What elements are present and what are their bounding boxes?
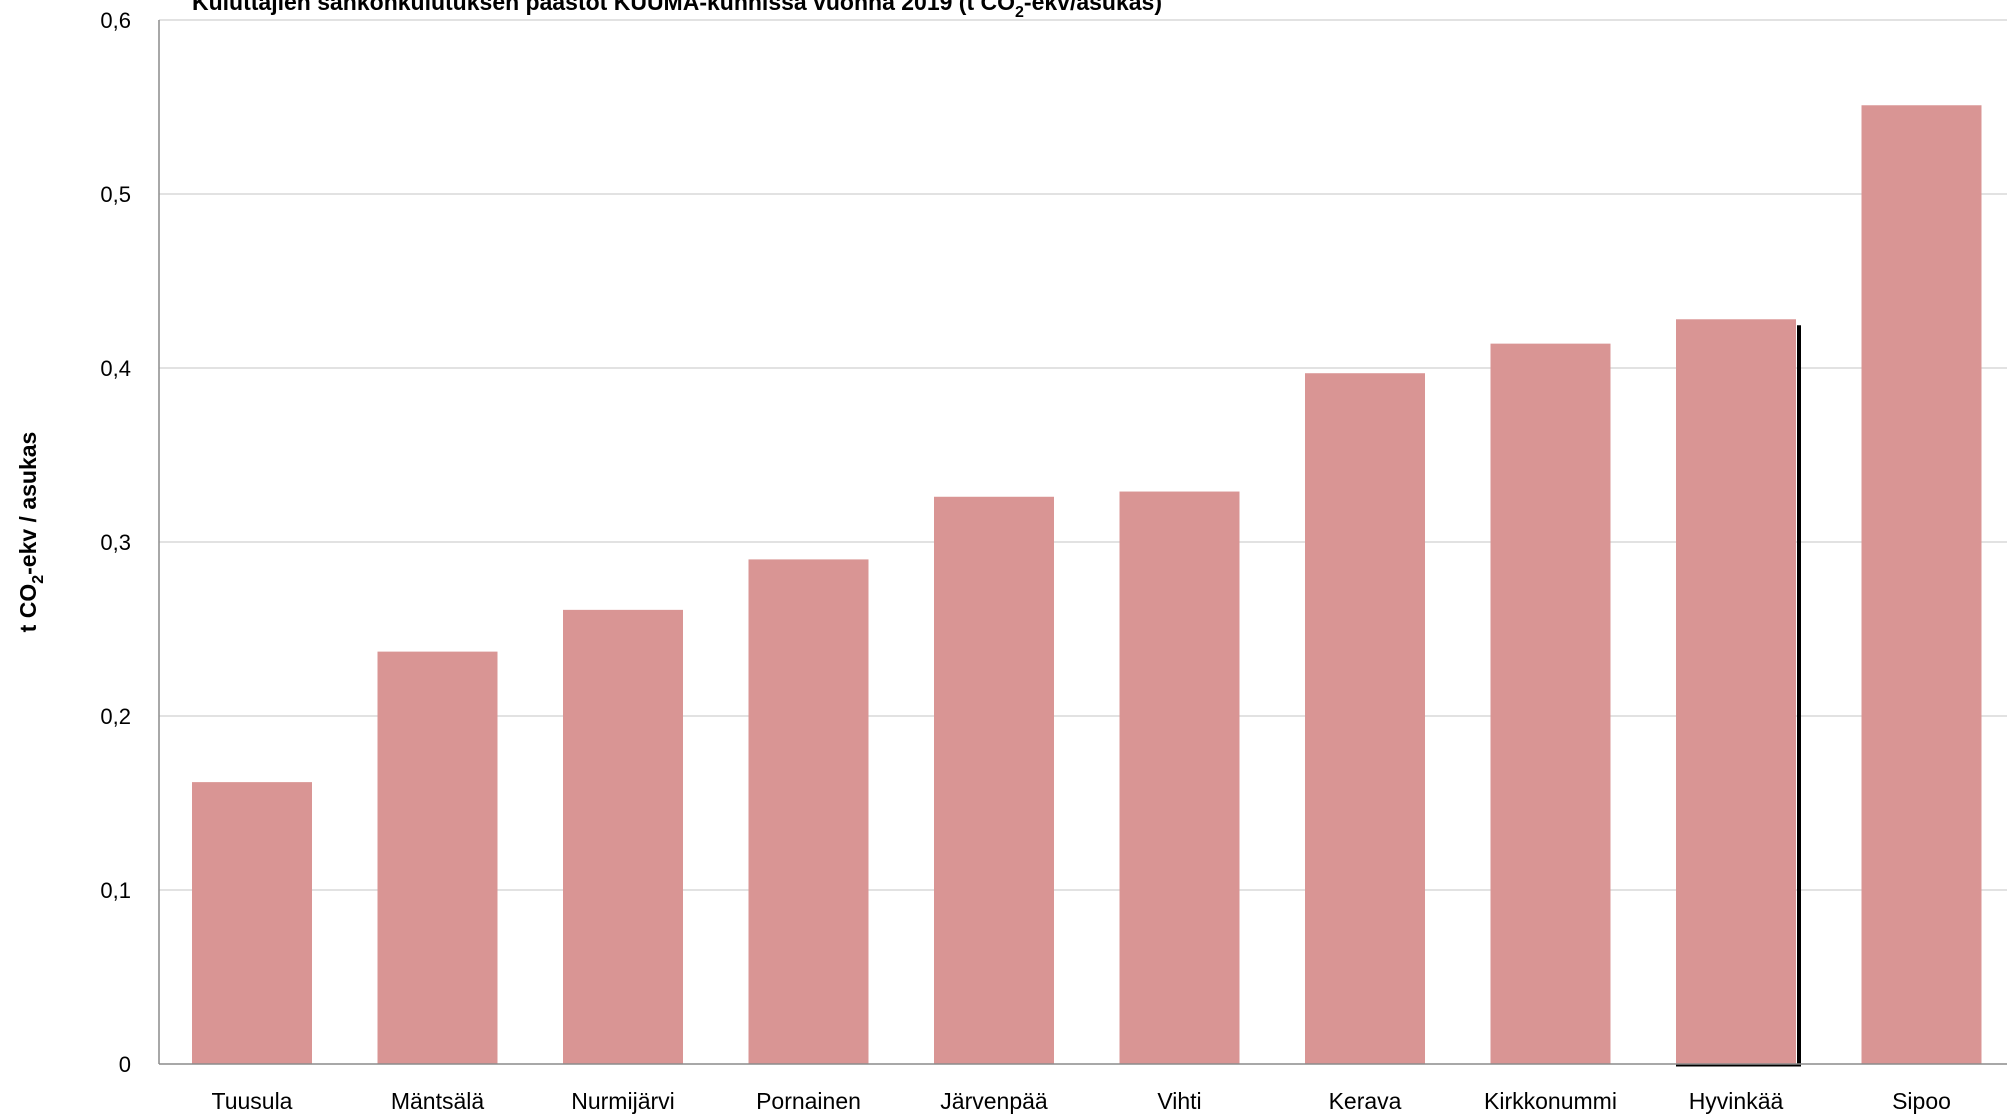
bar-järvenpää [934,496,1054,1064]
y-tick-label: 0,2 [100,704,131,729]
bar-kerava [1305,373,1425,1065]
bar-kirkkonummi [1490,343,1611,1064]
bar-mäntsälä [377,651,498,1064]
x-tick-label: Mäntsälä [391,1088,485,1114]
x-tick-label: Järvenpää [940,1088,1048,1114]
bar-vihti [1119,491,1240,1064]
y-tick-label: 0,4 [100,356,131,381]
y-axis-tick-labels: 0 0,1 0,2 0,3 0,4 0,5 0,6 [100,8,131,1077]
bar-pornainen [748,559,869,1064]
x-tick-label: Kirkkonummi [1484,1088,1617,1114]
bar-nurmijärvi [563,609,683,1064]
y-tick-label: 0,5 [100,182,131,207]
bar-hyvinkää [1676,319,1796,1064]
x-tick-label: Kerava [1329,1088,1402,1114]
y-tick-label: 0,6 [100,8,131,33]
y-axis-title: t CO2-ekv / asukas [15,432,47,633]
bar-tuusula [192,782,312,1064]
x-tick-label: Tuusula [212,1088,293,1114]
y-tick-label: 0,1 [100,878,131,903]
bar-sipoo [1861,105,1982,1064]
x-tick-label: Hyvinkää [1689,1088,1784,1114]
x-tick-label: Pornainen [756,1088,861,1114]
y-tick-label: 0 [119,1052,131,1077]
x-axis-category-labels: Tuusula Mäntsälä Nurmijärvi Pornainen Järven… [212,1088,1951,1114]
y-tick-label: 0,3 [100,530,131,555]
x-tick-label: Vihti [1157,1088,1201,1114]
bars [192,105,1982,1067]
x-tick-label: Sipoo [1892,1088,1951,1114]
chart-title: Kuluttajien sähkönkulutuksen päästöt KUU… [192,0,1162,21]
x-tick-label: Nurmijärvi [571,1088,675,1114]
